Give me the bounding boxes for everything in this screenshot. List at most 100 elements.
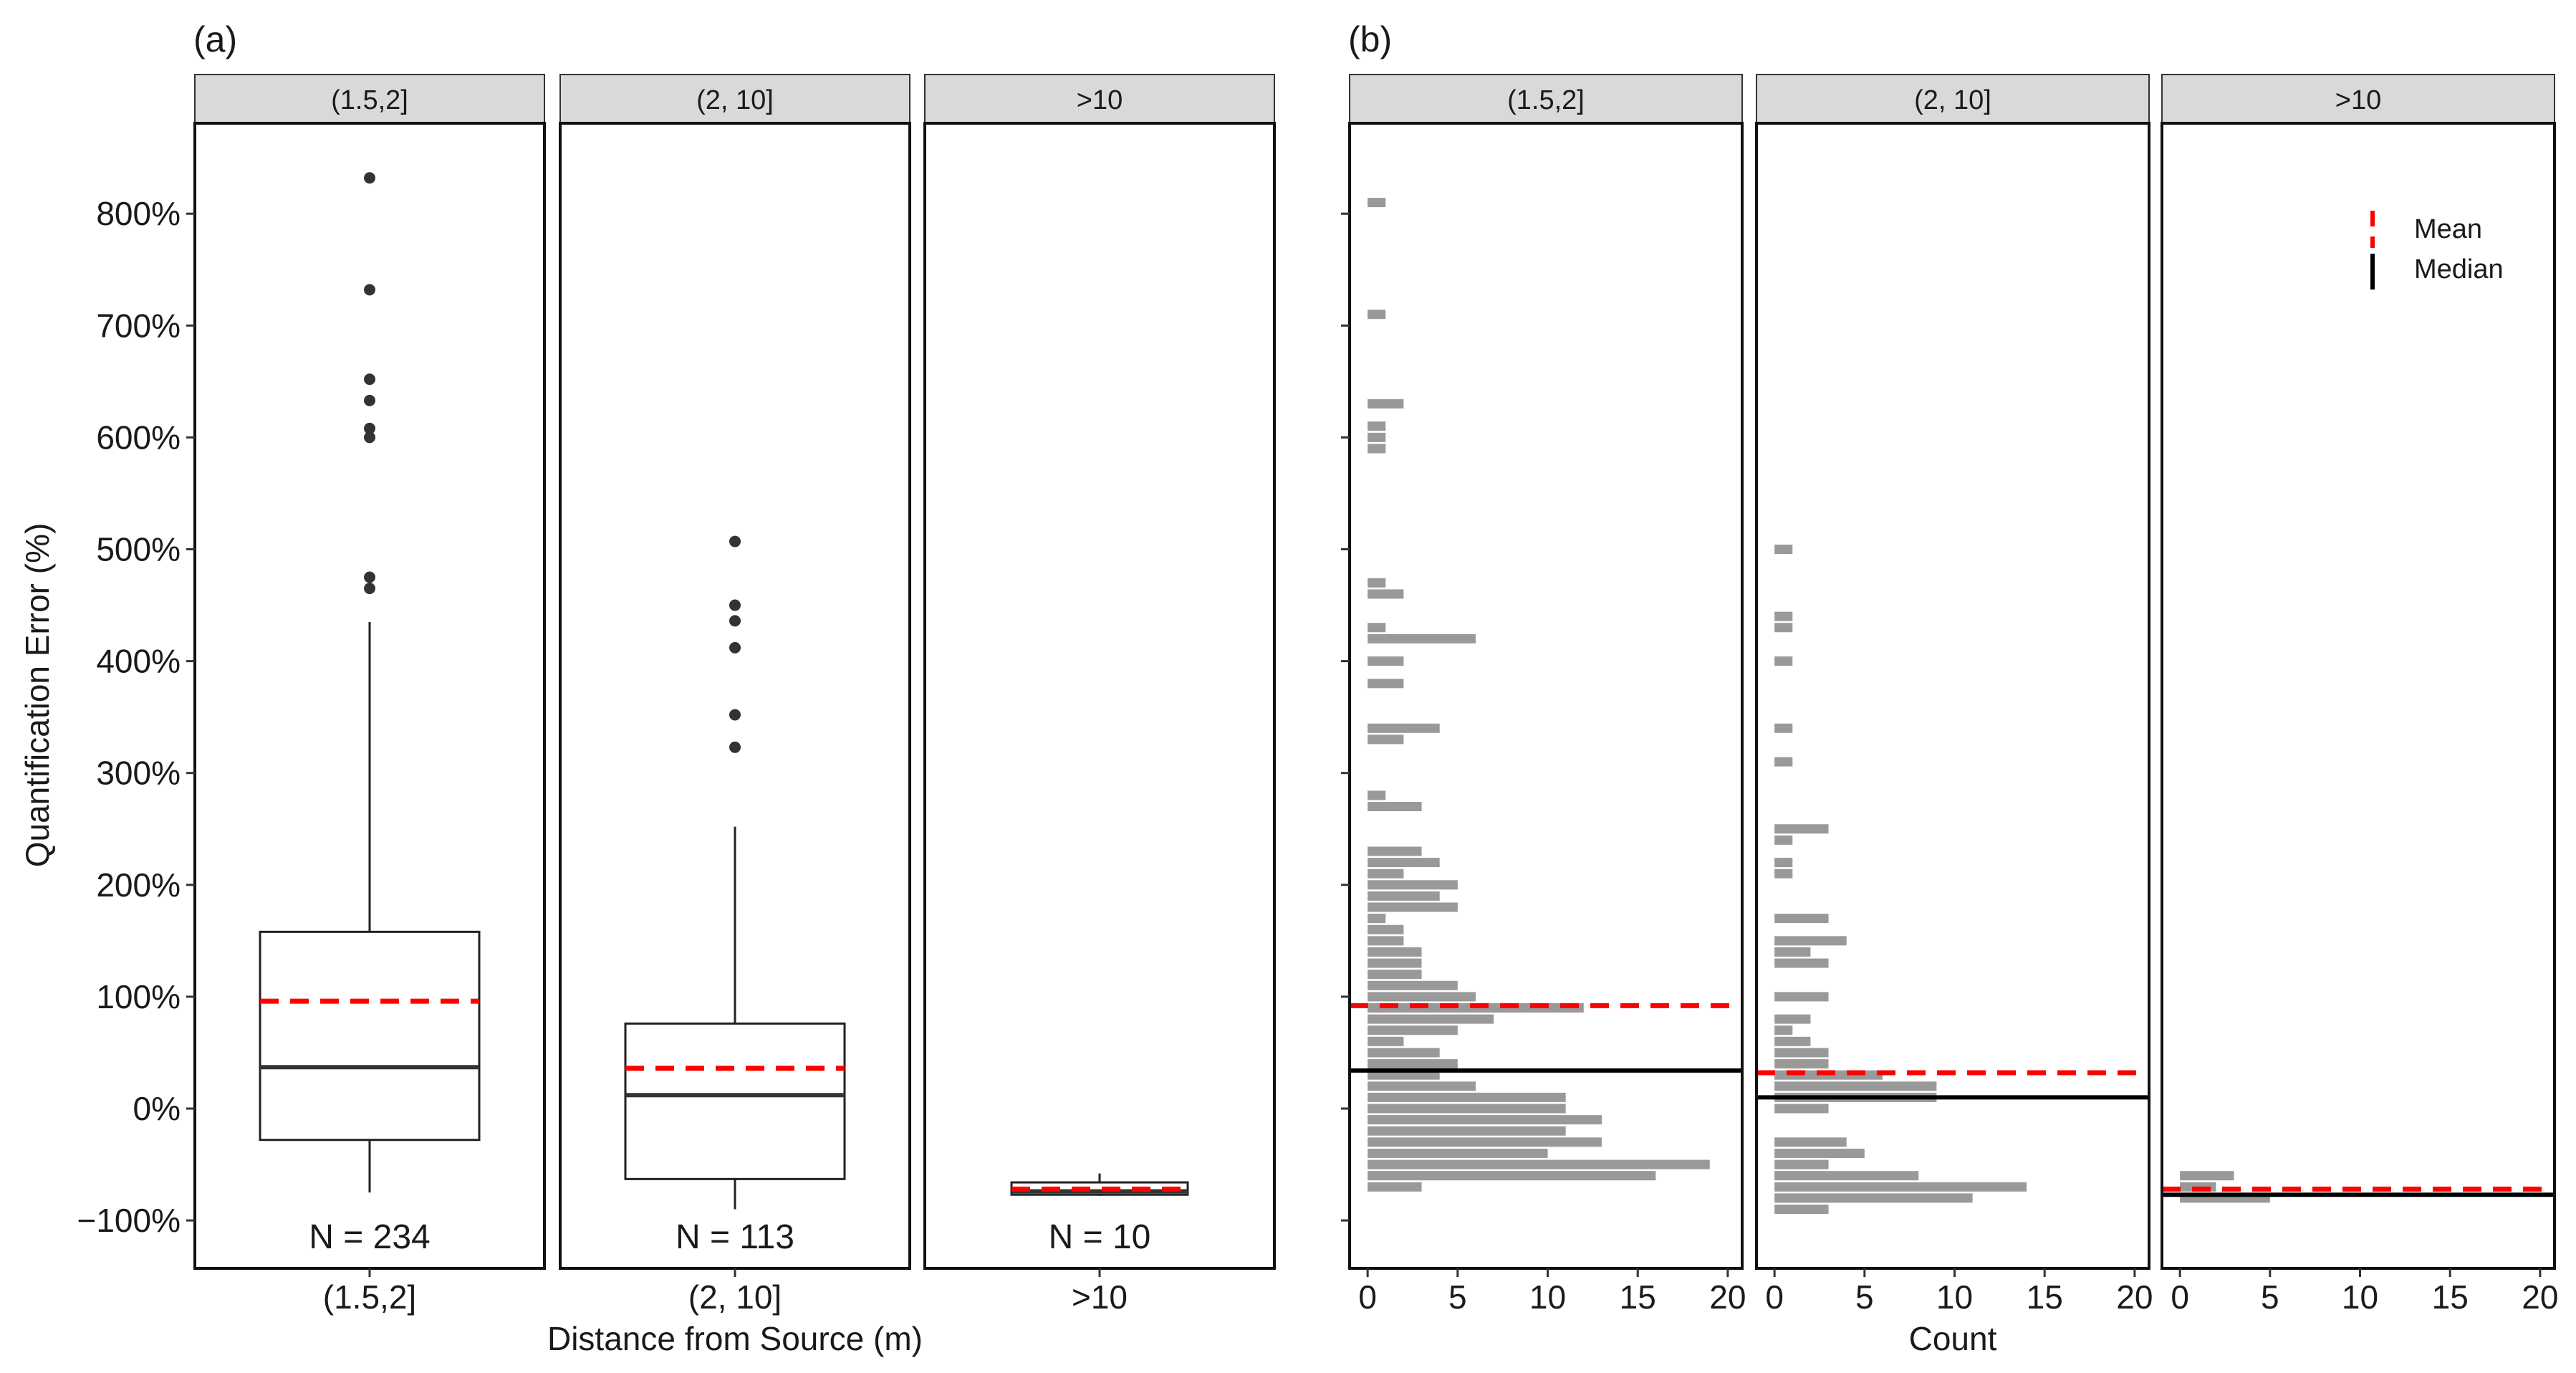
panel-a-y-axis-title: Quantification Error (%) — [19, 523, 56, 868]
histogram-bar — [1368, 444, 1386, 454]
histogram-bar — [1774, 947, 1811, 957]
legend-mean-label: Mean — [2414, 214, 2482, 244]
panel-b-x-tick-label: 5 — [2261, 1278, 2279, 1316]
panel-b-legend: Mean Median — [2370, 211, 2504, 290]
panel-a-x-tick-label-2: (2, 10] — [688, 1278, 782, 1316]
panel-a-strip-label-1: (1.5,2] — [331, 85, 408, 115]
boxplot-2 — [624, 535, 846, 1210]
panel-b-x-tick-label: 0 — [1765, 1278, 1784, 1316]
panel-b-x-tick-label: 15 — [1620, 1278, 1656, 1316]
outlier-point — [729, 599, 741, 611]
panel-b-x-tick-label: 20 — [2522, 1278, 2558, 1316]
histogram-bar — [1368, 1126, 1566, 1136]
panel-b-label: (b) — [1348, 19, 1392, 59]
panel-a-strip-3 — [924, 74, 1275, 124]
histogram-bar — [1774, 723, 1793, 733]
panel-a-x-axis: (1.5,2] (2, 10] >10 — [323, 1268, 1128, 1316]
panel-a-n-label-2: N = 113 — [676, 1218, 794, 1256]
outlier-point — [364, 431, 375, 444]
histogram-bar — [1368, 947, 1422, 957]
panel-b-x-tick-label: 10 — [1936, 1278, 1973, 1316]
panel-a-n-label-3: N = 10 — [1049, 1218, 1151, 1256]
histogram-bar — [2180, 1171, 2234, 1181]
panel-b-frame-3 — [2161, 122, 2556, 1270]
outlier-point — [729, 709, 741, 721]
histogram-bar — [1368, 633, 1476, 644]
histogram-bar — [1774, 623, 1793, 633]
histogram-bar — [1774, 1137, 1847, 1147]
histogram-bar — [1368, 1182, 1422, 1192]
histogram-bar — [1368, 1014, 1494, 1024]
histogram-bar — [1368, 1115, 1602, 1125]
panel-a-y-axis: −100% 0% 100% 200% 300% 400% 500% 600% 700% 800% — [77, 195, 195, 1239]
panel-a-y-tick-label: 300% — [96, 755, 181, 792]
panel-a-x-tick-label-3: >10 — [1072, 1278, 1128, 1316]
outlier-point — [364, 394, 375, 406]
histogram-bar — [1774, 1159, 1829, 1169]
histogram-bar — [1368, 1081, 1476, 1091]
histogram-bar — [1368, 924, 1404, 934]
iqr-box — [624, 1022, 846, 1180]
panel-a-x-axis-title: Distance from Source (m) — [547, 1320, 923, 1357]
histogram-bar — [1774, 1193, 1973, 1203]
histogram-bar — [1774, 1104, 1829, 1114]
histogram-bar — [1368, 1025, 1458, 1035]
histogram-bar — [1368, 1148, 1548, 1158]
panel-b-x-tick-label: 5 — [1448, 1278, 1467, 1316]
panel-a-x-tick-label-1: (1.5,2] — [323, 1278, 416, 1316]
panel-a-strip-2 — [559, 74, 910, 124]
panel-a-y-tick-label: 400% — [96, 643, 181, 680]
boxplot-3 — [1010, 1173, 1189, 1196]
histogram-bar — [1774, 545, 1793, 554]
histogram-bar — [1368, 310, 1386, 320]
histogram-bar — [1774, 858, 1793, 868]
panel-b-histograms — [1350, 198, 2555, 1214]
histogram-bar — [1774, 1148, 1865, 1158]
histogram-bar — [1368, 858, 1440, 868]
outlier-point — [364, 583, 375, 595]
panel-b-x-tick-label: 0 — [1358, 1278, 1377, 1316]
panel-b-strip-label-2: (2, 10] — [1914, 85, 1991, 115]
histogram-bar — [1368, 1137, 1602, 1147]
panel-b-strip-label-3: >10 — [2335, 85, 2381, 115]
histogram-bar — [1774, 835, 1793, 845]
outlier-point — [729, 641, 741, 654]
panel-b-frames — [1348, 122, 2556, 1270]
histogram-bar — [1368, 846, 1422, 856]
histogram-bar — [1774, 992, 1829, 1002]
histogram-3 — [2162, 1171, 2555, 1203]
panel-b-x-tick-label: 20 — [1709, 1278, 1746, 1316]
panel-b-x-axes: 0 5 10 15 20 0 5 10 15 20 0 5 10 15 20 — [1358, 1268, 2558, 1316]
histogram-bar — [1368, 399, 1404, 409]
histogram-bar — [1774, 958, 1829, 968]
histogram-1 — [1350, 198, 1742, 1192]
histogram-bar — [1774, 1059, 1829, 1069]
histogram-bar — [1368, 1059, 1458, 1069]
panel-b-x-tick-label: 15 — [2027, 1278, 2063, 1316]
histogram-bar — [1368, 198, 1386, 208]
histogram-bar — [1774, 936, 1847, 946]
histogram-bar — [1368, 936, 1404, 946]
panel-a-y-tick-label: 800% — [96, 195, 181, 232]
histogram-bar — [1368, 980, 1458, 990]
panel-b-frame-1 — [1348, 122, 1744, 1270]
histogram-bar — [1774, 1025, 1793, 1035]
histogram-bar — [1368, 992, 1476, 1002]
histogram-bar — [1774, 1182, 2027, 1192]
histogram-bar — [1368, 589, 1404, 599]
histogram-bar — [1368, 1104, 1566, 1114]
histogram-bar — [1774, 914, 1829, 924]
histogram-bar — [1774, 1171, 1919, 1181]
outlier-point — [729, 615, 741, 627]
histogram-bar — [1368, 1036, 1404, 1046]
histogram-bar — [1368, 735, 1404, 745]
histogram-bar — [1368, 958, 1422, 968]
panel-b-strip-2 — [1756, 74, 2150, 124]
panel-a-n-label-1: N = 234 — [309, 1218, 430, 1256]
histogram-bar — [1368, 869, 1404, 879]
histogram-bar — [1368, 656, 1404, 666]
panel-b-x-tick-label: 10 — [2342, 1278, 2378, 1316]
panel-a-boxplots — [259, 172, 1189, 1210]
panel-a-y-tick-label: 100% — [96, 978, 181, 1015]
